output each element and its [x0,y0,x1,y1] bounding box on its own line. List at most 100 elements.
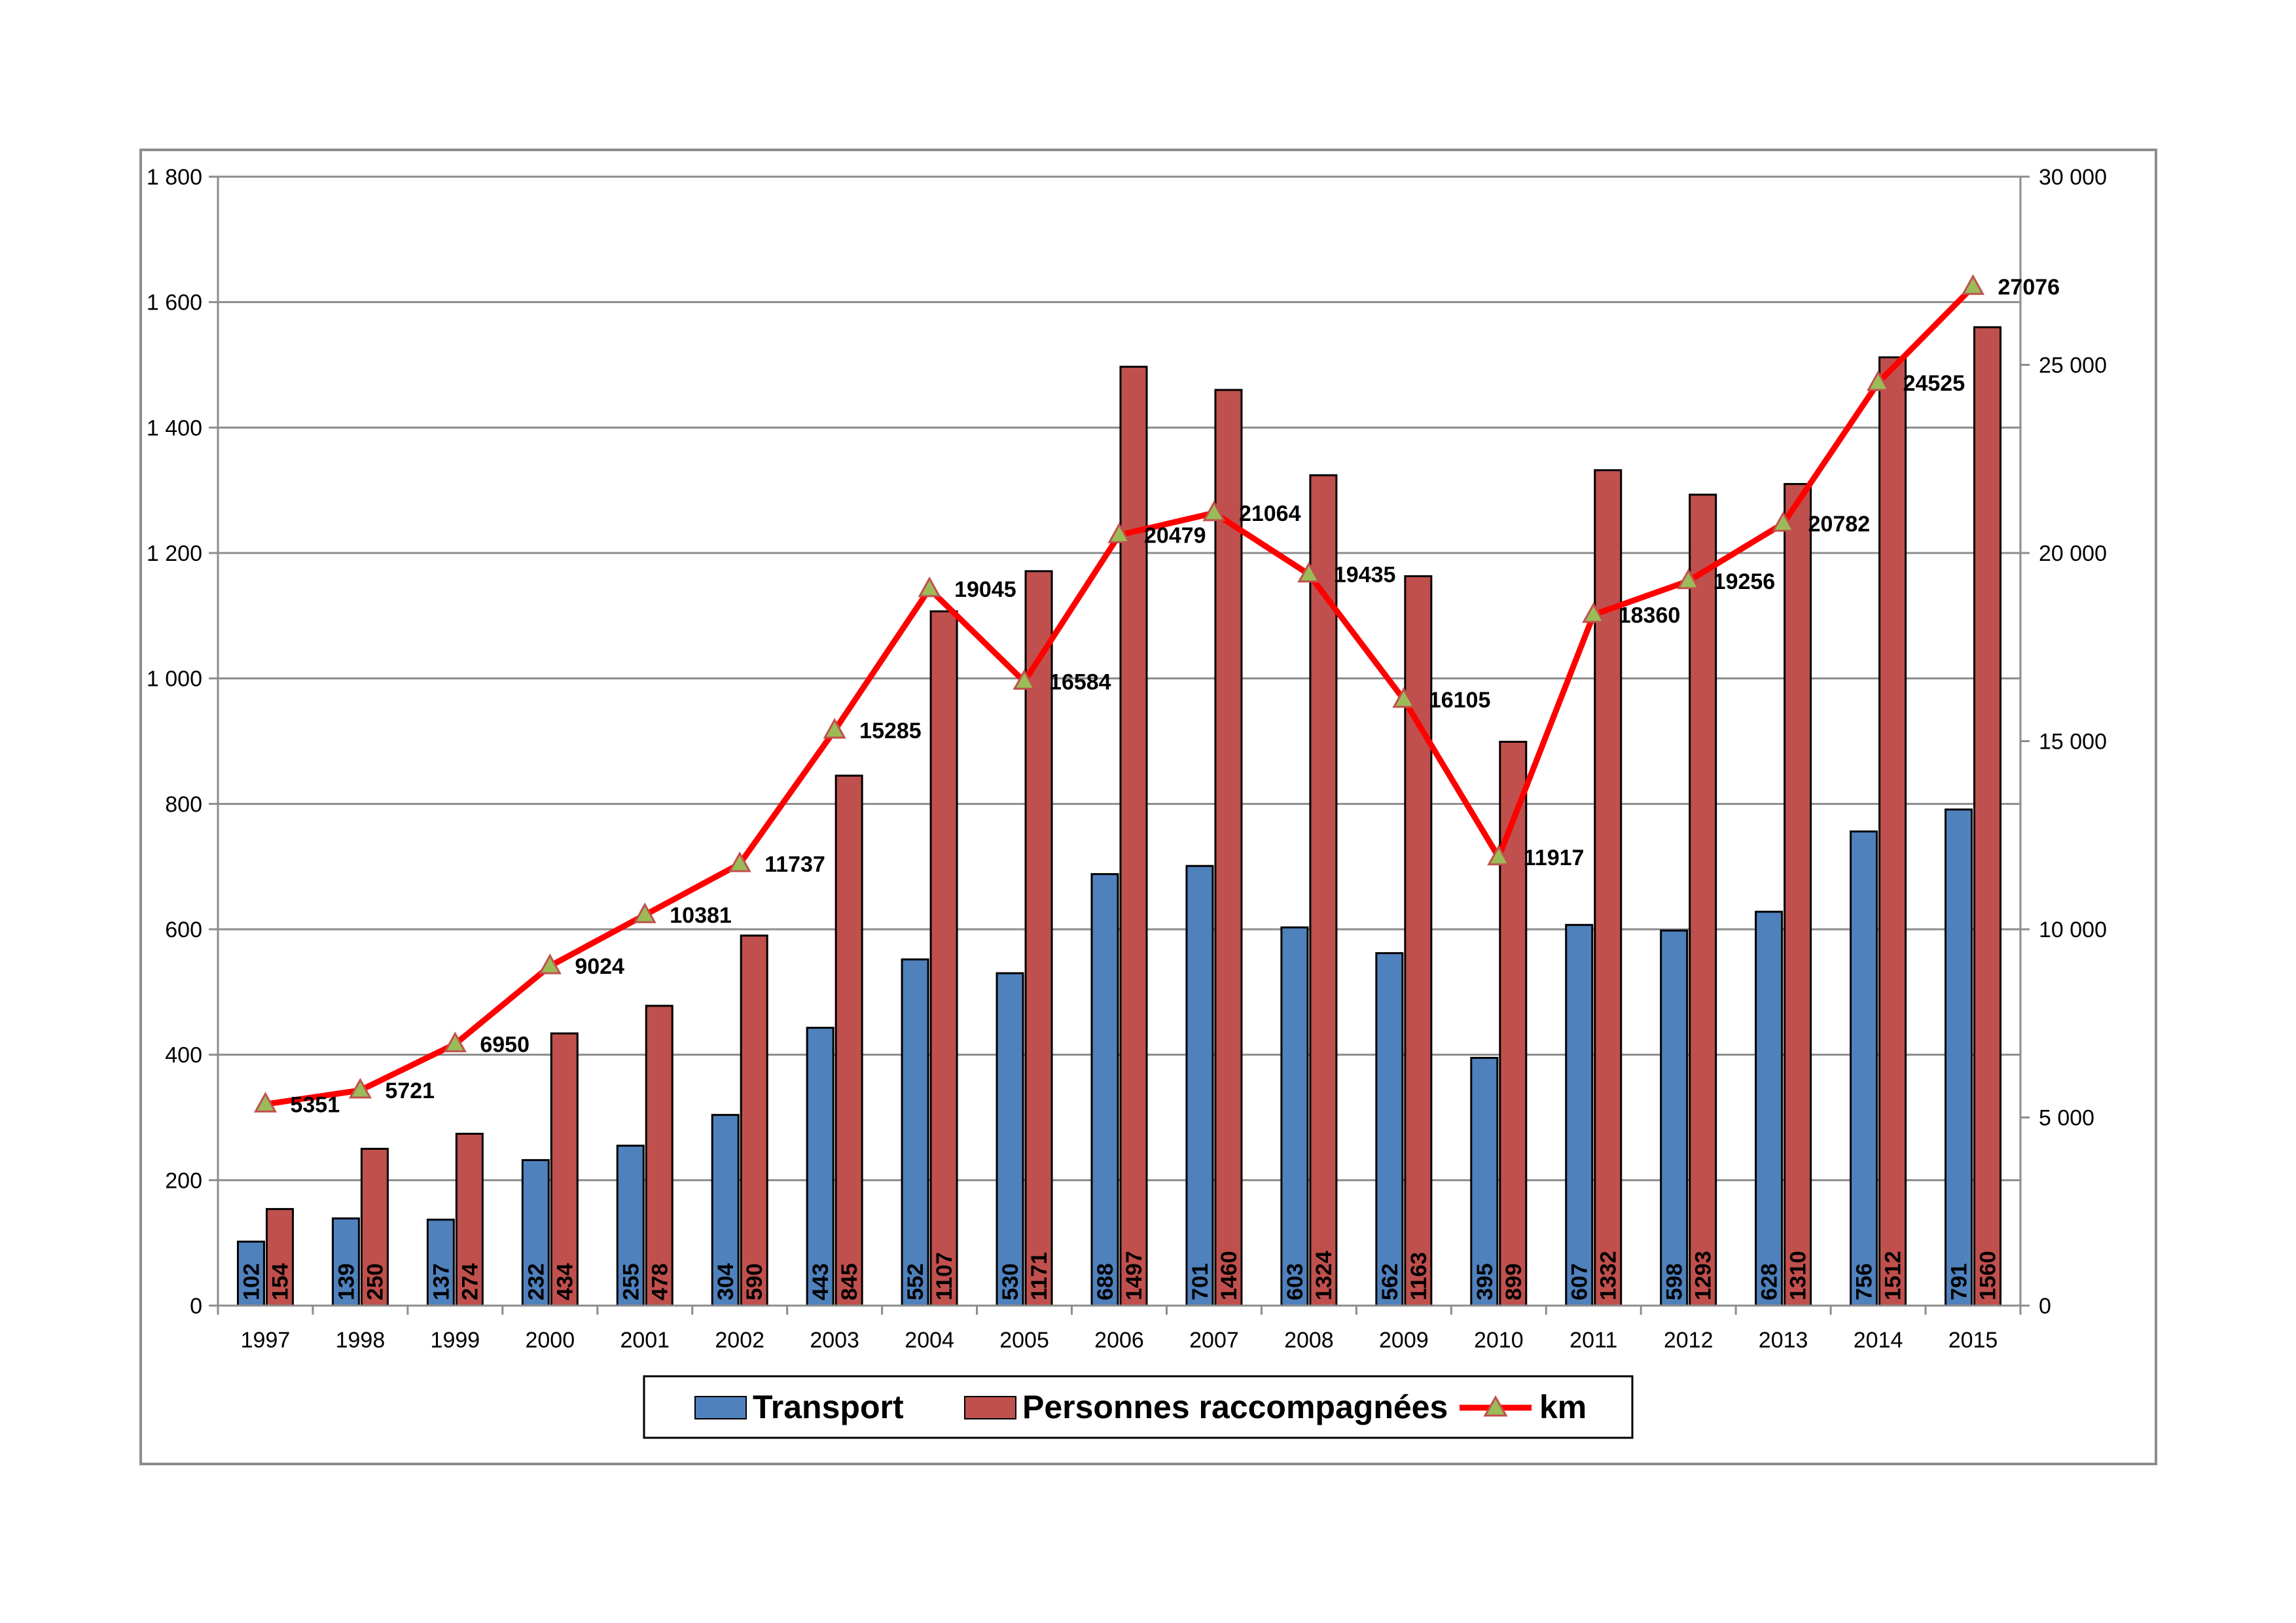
km-point-marker [1867,370,1890,391]
legend-label-km: km [1539,1389,1587,1425]
legend-label-transport: Transport [753,1389,904,1425]
bar-value-label: 1497 [1122,1251,1147,1300]
bar-value-label: 756 [1852,1263,1877,1300]
bar-value-label: 102 [239,1263,264,1300]
bar-personnes [1878,356,1907,1307]
x-tick-label: 2002 [715,1328,764,1353]
y-left-tick-label: 1 800 [147,165,202,190]
y-right-tick-label: 10 000 [2039,918,2107,942]
km-point-marker [633,902,656,923]
x-tick-label: 1997 [241,1328,291,1353]
y-left-tick-label: 600 [165,918,202,942]
bar-value-label: 137 [429,1263,454,1300]
bar-value-label: 899 [1501,1263,1526,1300]
x-tick-label: 2000 [525,1328,575,1353]
y-right-tick-label: 25 000 [2039,353,2107,378]
km-value-label: 21064 [1239,501,1301,526]
x-tick-label: 2007 [1189,1328,1239,1353]
bar-value-label: 274 [457,1263,482,1300]
bar-transport [1090,873,1119,1307]
bar-transport [1850,830,1878,1307]
km-point-marker [1297,562,1321,582]
km-value-label: 16584 [1049,669,1111,694]
y-left-tick-label: 200 [165,1168,202,1193]
bar-value-label: 443 [808,1263,833,1300]
bar-value-label: 395 [1473,1263,1498,1300]
bar-personnes [929,610,958,1307]
bar-transport [1565,923,1594,1307]
legend-swatch-personnes [964,1396,1016,1419]
bar-value-label: 1163 [1407,1252,1431,1300]
x-tick-label: 2015 [1948,1328,1998,1353]
bar-value-label: 530 [998,1263,1023,1300]
km-value-label: 27076 [1998,275,2060,300]
km-line [253,274,1985,1113]
km-point-marker [1107,522,1131,543]
x-tick-label: 2006 [1094,1328,1144,1353]
bar-personnes [1973,326,2002,1307]
y-left-tick-label: 800 [165,792,202,817]
bar-value-label: 1332 [1596,1251,1621,1300]
km-point-marker [538,954,562,974]
km-point-marker [1582,602,1605,623]
y-left-tick-label: 1 000 [147,667,202,692]
bar-value-label: 154 [268,1263,293,1300]
bar-value-label: 1512 [1881,1251,1906,1300]
km-value-label: 19256 [1713,569,1776,594]
km-value-label: 19045 [954,577,1016,602]
bar-personnes [1214,389,1243,1307]
bar-personnes [1594,469,1623,1307]
bar-value-label: 139 [334,1263,359,1300]
km-value-label: 6950 [480,1032,529,1057]
bar-personnes [1404,575,1433,1307]
km-value-label: 10381 [670,903,732,928]
legend-label-personnes: Personnes raccompagnées [1022,1389,1448,1425]
bar-value-label: 552 [903,1263,928,1300]
x-tick-label: 2005 [999,1328,1049,1353]
x-tick-label: 2010 [1474,1328,1524,1353]
km-value-label: 5351 [290,1092,340,1117]
y-left-tick-label: 1 400 [147,416,202,440]
bar-personnes [360,1147,389,1307]
bar-value-label: 1310 [1786,1251,1811,1300]
bar-transport [1660,929,1689,1307]
bar-personnes [645,1005,673,1307]
km-point-marker [1677,568,1700,590]
bar-value-label: 1171 [1027,1252,1052,1300]
legend-swatch-km-marker [1483,1395,1508,1417]
bar-transport [1280,926,1309,1307]
bar-value-label: 1293 [1691,1251,1716,1300]
bar-value-label: 1107 [932,1252,957,1300]
km-point-marker [728,851,751,872]
bar-transport [901,958,929,1307]
x-tick-label: 2012 [1664,1328,1713,1353]
bar-personnes [455,1132,484,1307]
legend: Transport Personnes raccompagnées km [643,1375,1634,1439]
km-value-label: 11917 [1524,846,1585,870]
km-value-label: 16105 [1429,688,1491,713]
x-tick-label: 2014 [1854,1328,1903,1353]
bar-transport [1470,1056,1499,1307]
km-value-label: 18360 [1619,603,1681,628]
x-tick-label: 1999 [431,1328,480,1353]
bar-transport [1375,952,1404,1307]
bar-transport [1185,865,1214,1307]
y-right-tick-label: 0 [2039,1294,2051,1319]
y-right-tick-label: 20 000 [2039,541,2107,566]
bar-personnes [550,1032,579,1307]
bar-transport [1755,910,1784,1307]
km-point-marker [1772,510,1795,532]
y-left-tick-label: 1 200 [147,541,202,566]
x-tick-label: 2011 [1570,1328,1617,1353]
y-right-tick-label: 5 000 [2039,1106,2094,1131]
bar-value-label: 607 [1568,1263,1592,1300]
bar-personnes [1309,474,1338,1307]
bar-personnes [1119,365,1148,1307]
bar-value-label: 688 [1093,1263,1118,1300]
x-tick-label: 2013 [1759,1328,1808,1353]
km-point-marker [443,1031,467,1052]
bar-value-label: 1560 [1976,1251,2001,1300]
bars [236,326,2002,1307]
bar-personnes [1024,570,1053,1307]
